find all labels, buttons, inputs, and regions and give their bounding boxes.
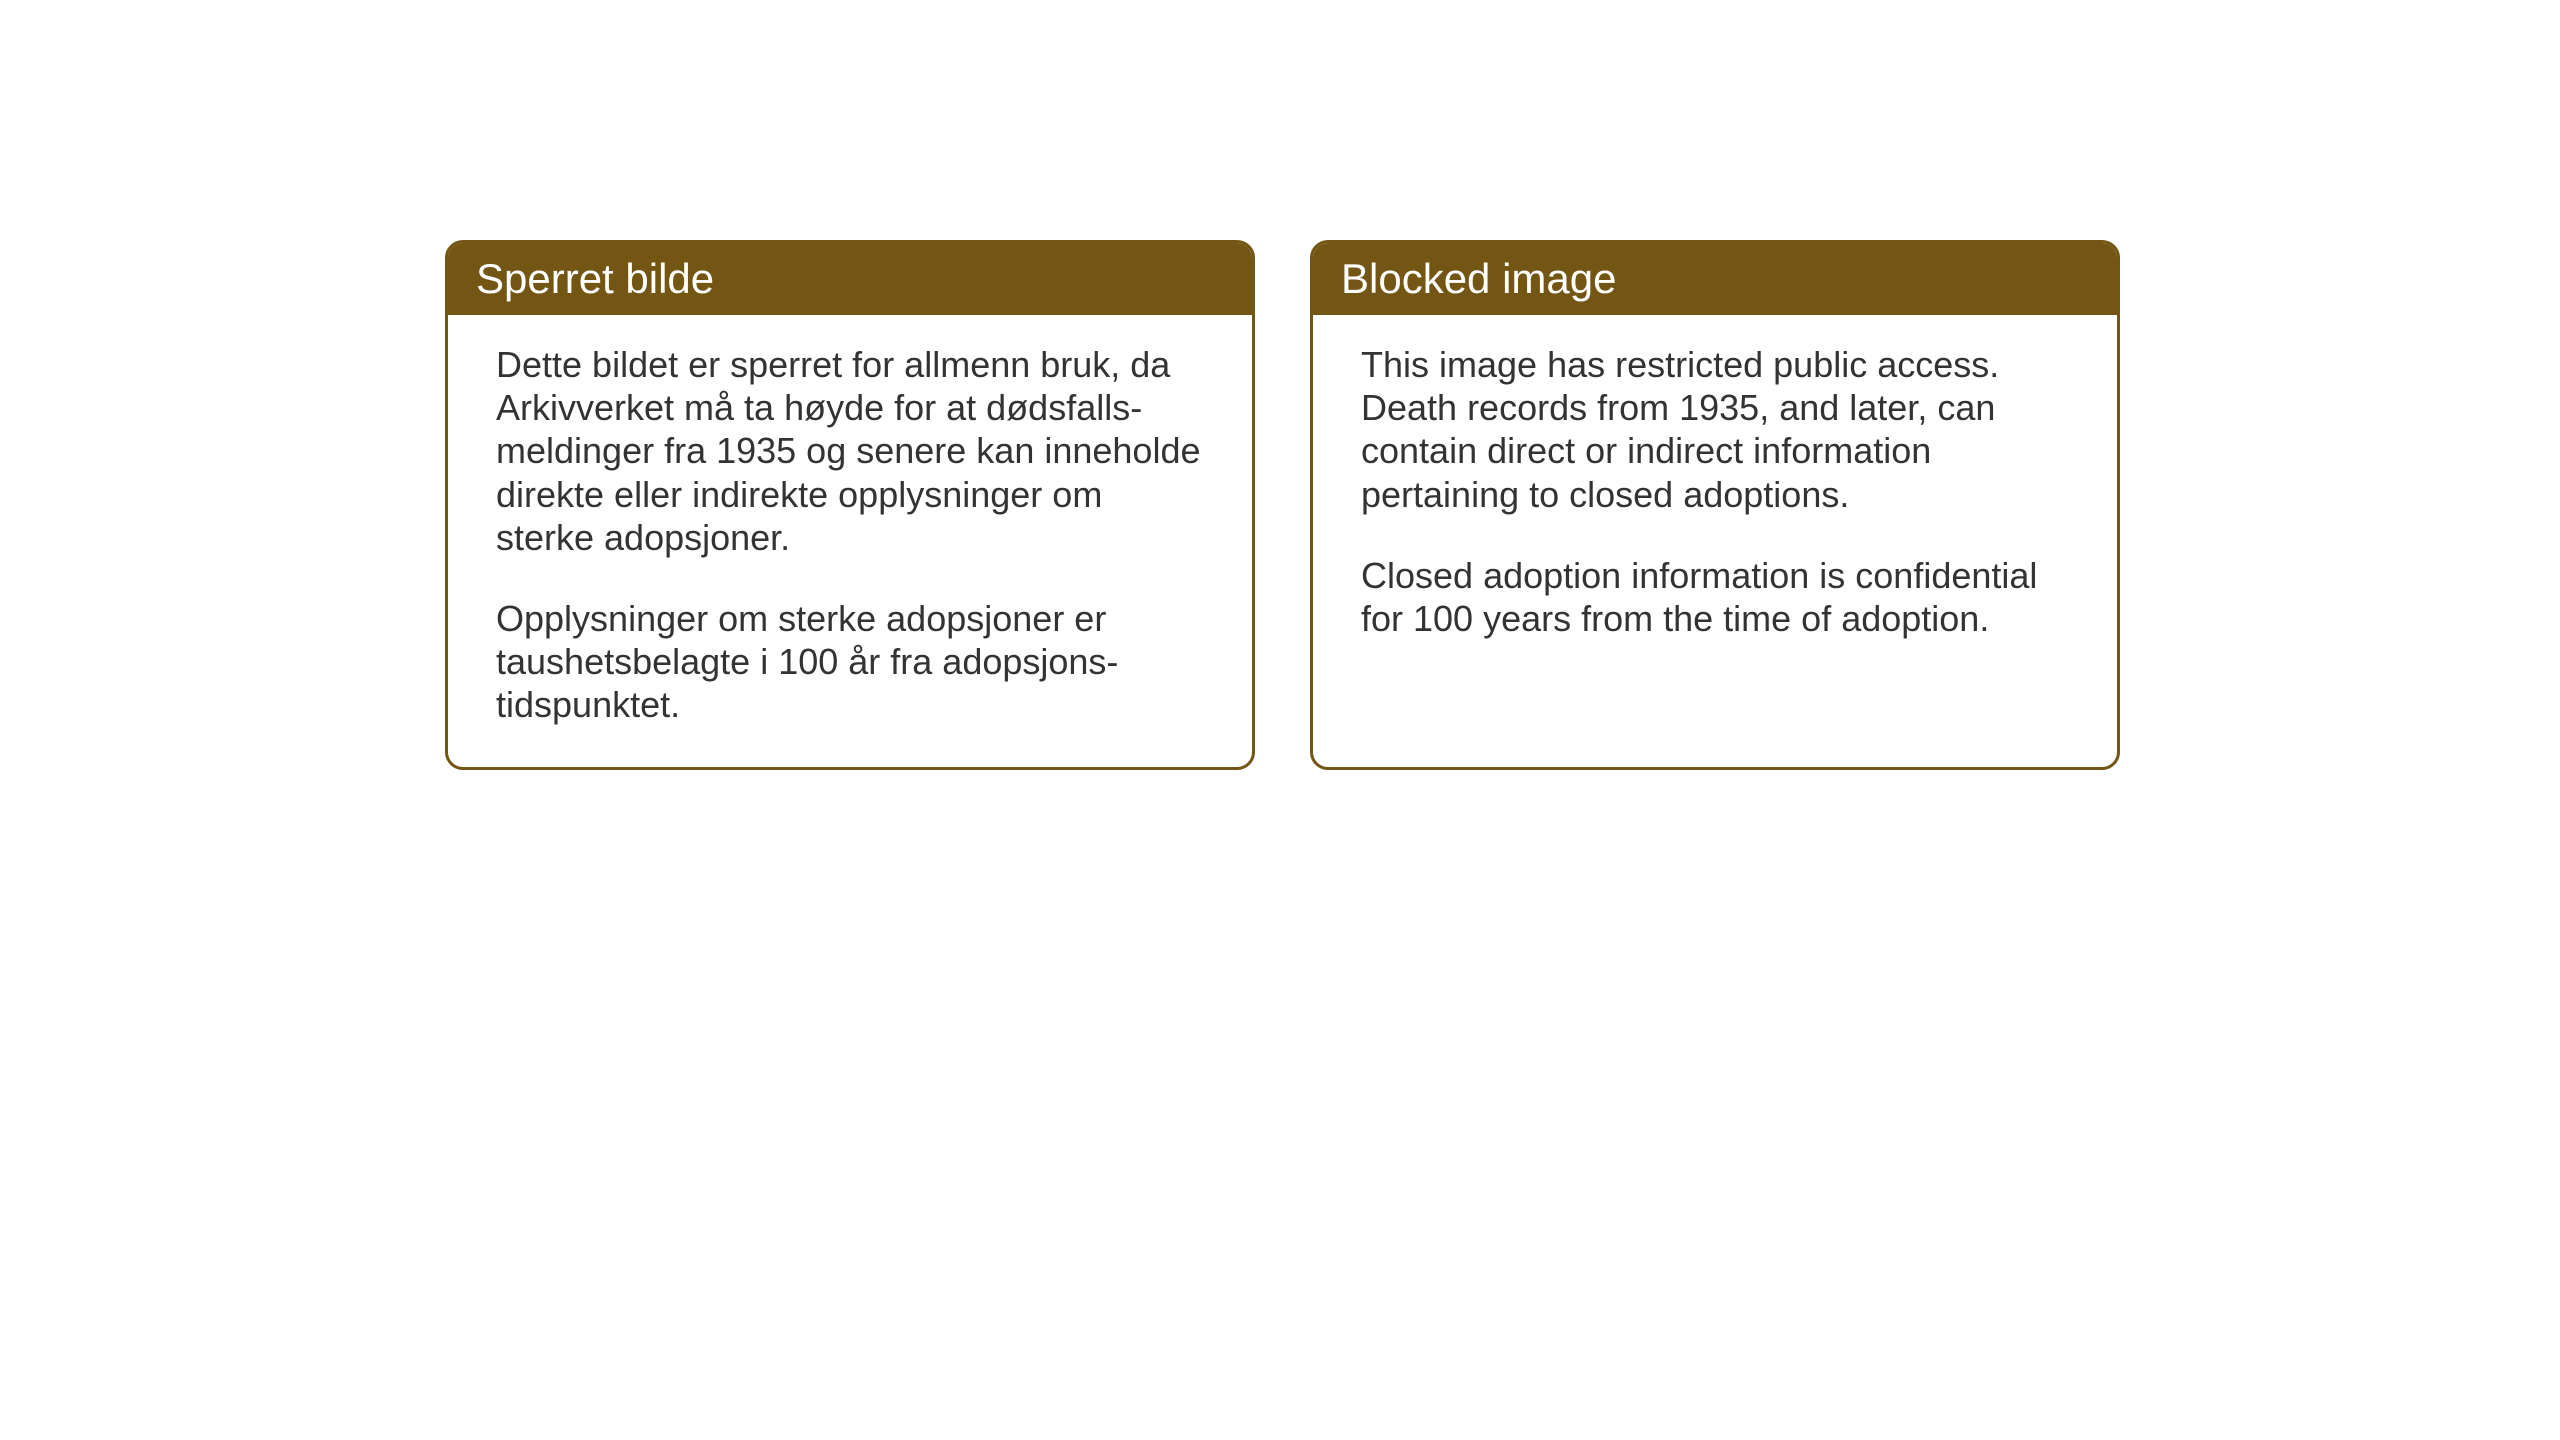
notice-paragraph: This image has restricted public access.… [1361,343,2069,516]
notice-card-body: Dette bildet er sperret for allmenn bruk… [448,315,1252,767]
notice-card-english: Blocked image This image has restricted … [1310,240,2120,770]
notice-card-norwegian: Sperret bilde Dette bildet er sperret fo… [445,240,1255,770]
notice-paragraph: Closed adoption information is confident… [1361,554,2069,640]
notice-card-title: Sperret bilde [448,243,1252,315]
notice-card-title: Blocked image [1313,243,2117,315]
notice-paragraph: Dette bildet er sperret for allmenn bruk… [496,343,1204,559]
notice-card-body: This image has restricted public access.… [1313,315,2117,680]
notice-cards-container: Sperret bilde Dette bildet er sperret fo… [445,240,2120,770]
notice-paragraph: Opplysninger om sterke adopsjoner er tau… [496,597,1204,727]
